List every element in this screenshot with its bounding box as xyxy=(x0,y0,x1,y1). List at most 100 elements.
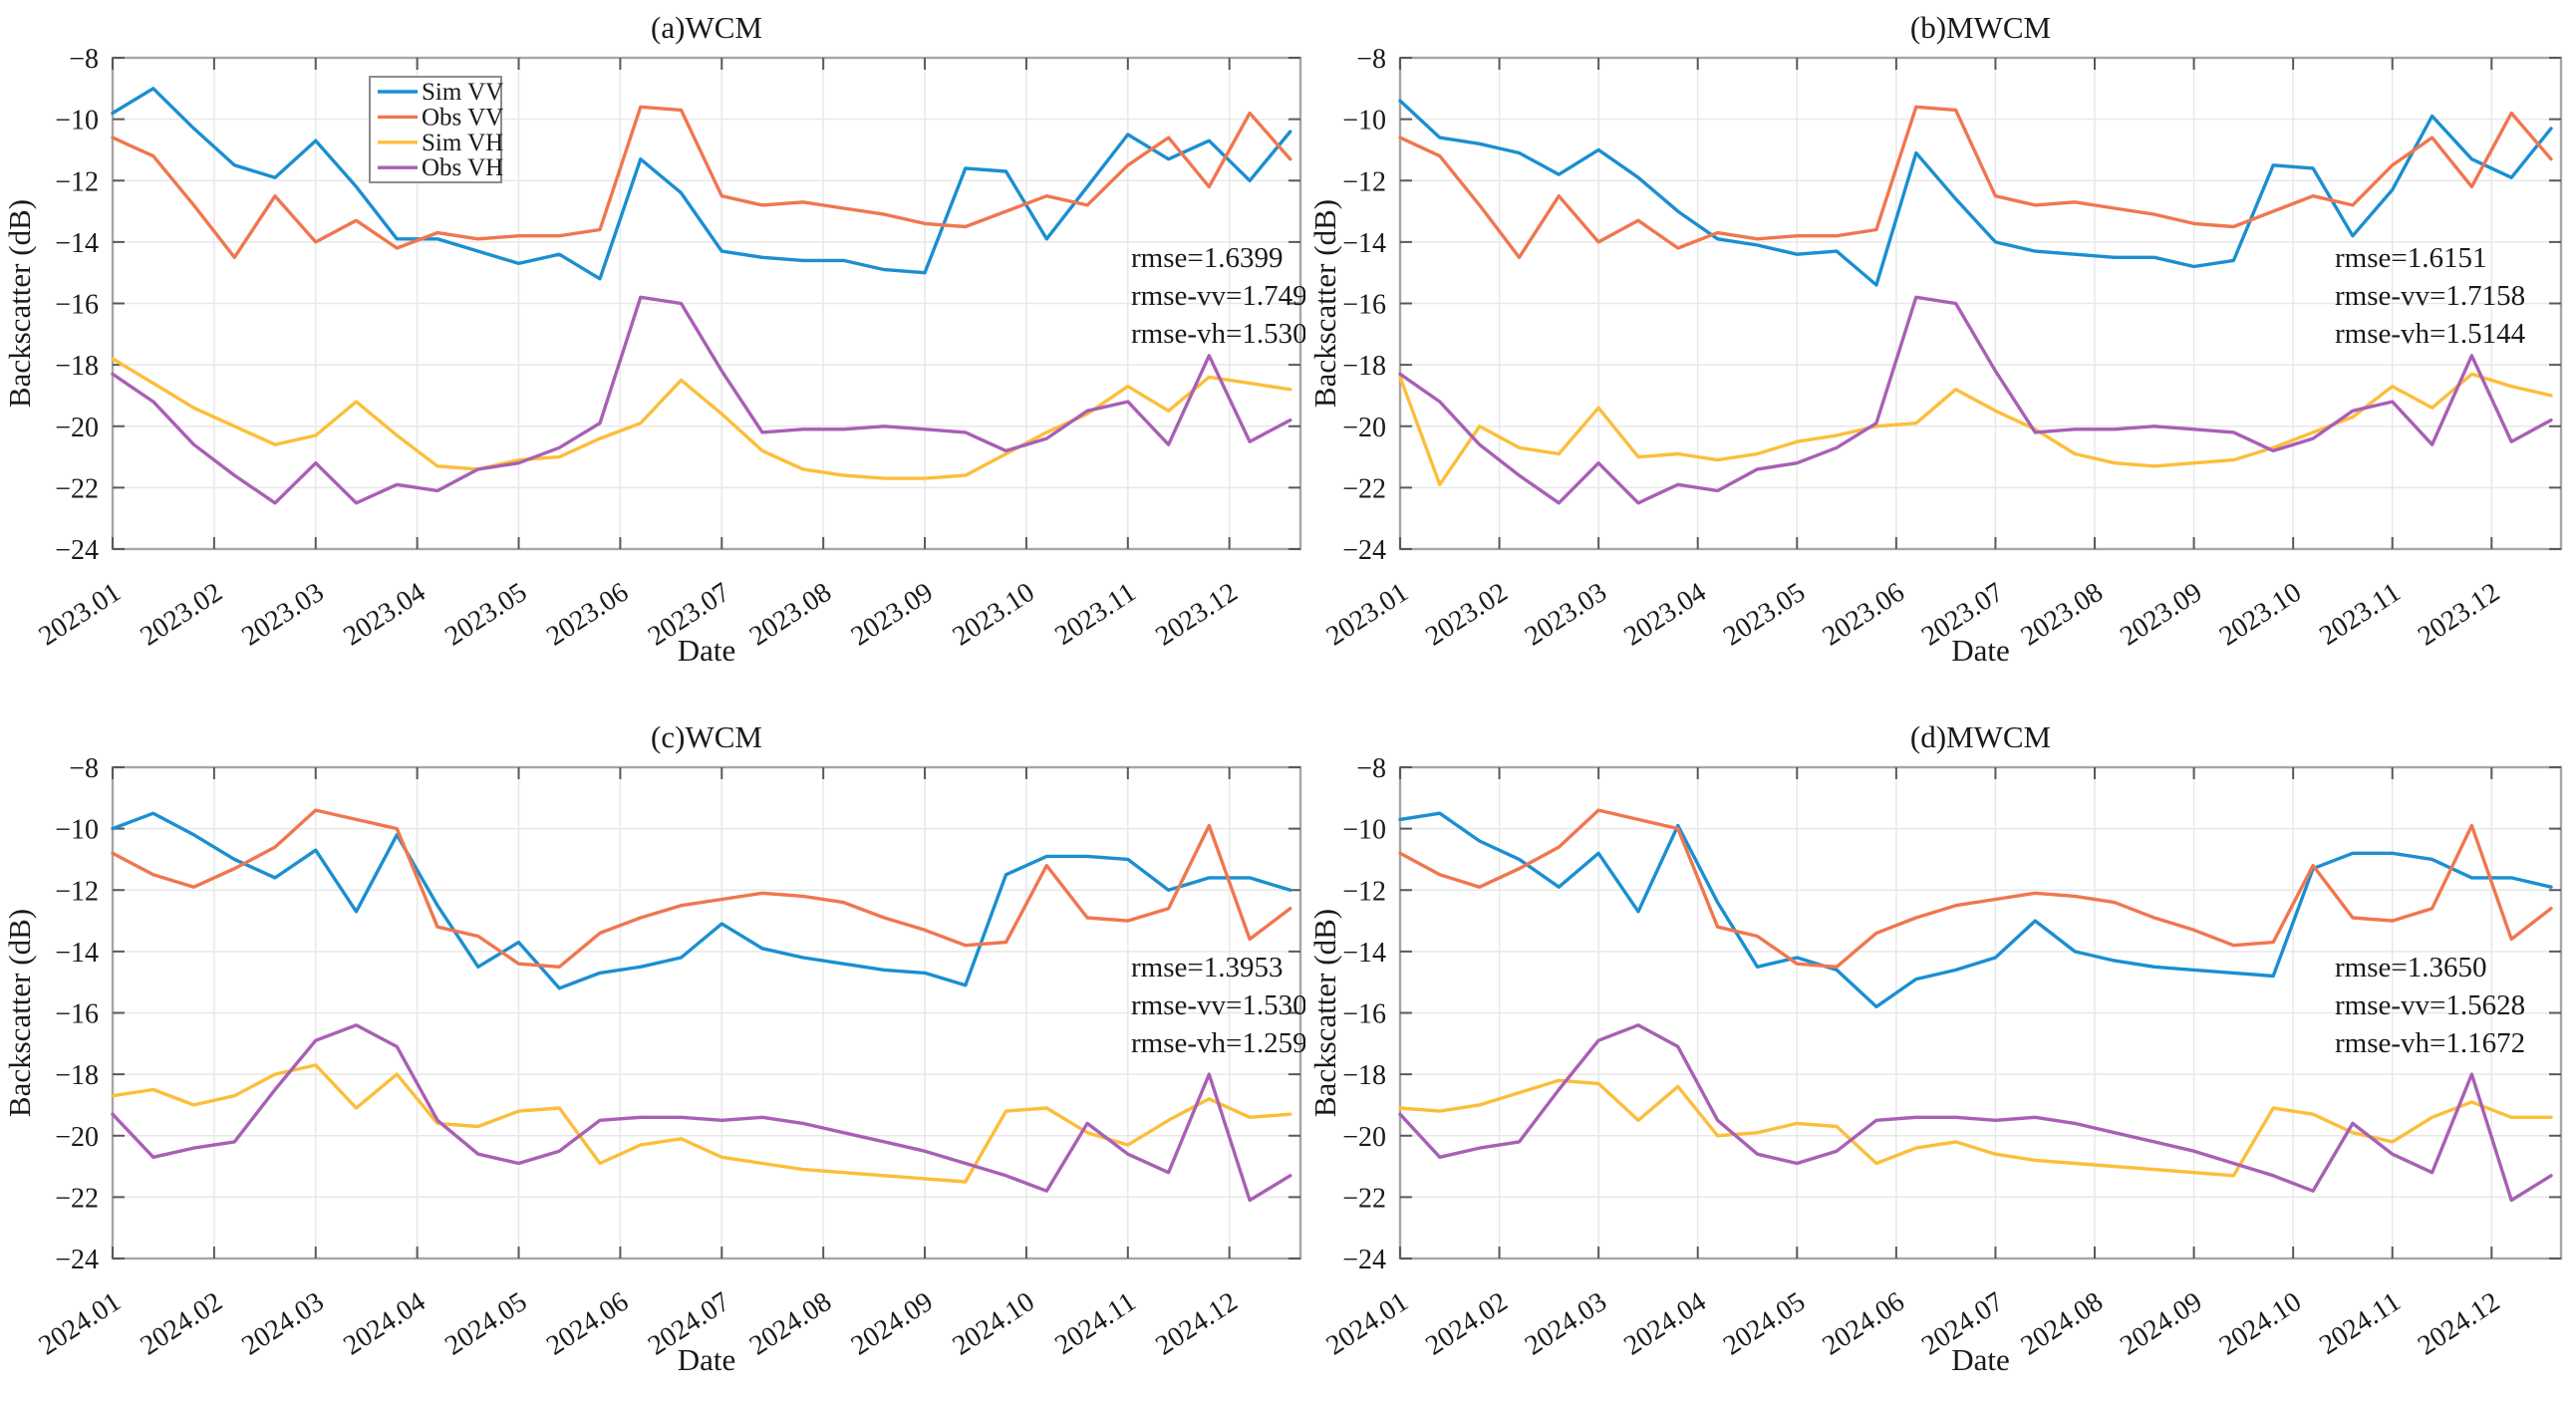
chart-panel-c-wcm-2024: 2024.01 2024.02 2024.03 2024.04 2024.05 2024.… xyxy=(2,719,1305,1377)
series-line-obs-vh xyxy=(111,1023,1292,1203)
y-tick-label: −20 xyxy=(1342,1122,1386,1153)
x-tick-label: 2024.10 xyxy=(948,1286,1040,1362)
series-line-obs-vv xyxy=(111,808,1292,969)
y-tick-label: −18 xyxy=(1342,351,1386,382)
y-tick-label: −12 xyxy=(1342,166,1386,197)
y-axis-label: Backscatter (dB) xyxy=(1307,909,1342,1117)
x-tick-label: 2023.08 xyxy=(744,577,837,653)
rmse-annotation: rmse-vh=1.5305 xyxy=(1131,318,1305,350)
x-tick-label: 2024.09 xyxy=(2115,1286,2207,1362)
y-tick-label: −10 xyxy=(55,815,99,846)
y-tick-label: −10 xyxy=(1342,106,1386,137)
y-tick-label: −10 xyxy=(1342,815,1386,846)
rmse-annotation: rmse-vv=1.5307 xyxy=(1131,989,1305,1021)
legend-label: Obs VV xyxy=(422,104,503,131)
chart-panel-a-wcm-2023: 2023.01 2023.02 2023.03 2023.04 2023.05 2023.… xyxy=(2,10,1305,668)
panel-title: (b)MWCM xyxy=(1910,10,2051,45)
y-tick-label: −18 xyxy=(1342,1060,1386,1091)
y-axis-label: Backscatter (dB) xyxy=(2,909,37,1117)
y-tick-label: −14 xyxy=(1342,938,1386,969)
x-tick-label: 2023.10 xyxy=(948,577,1040,653)
x-tick-label: 2024.08 xyxy=(744,1286,837,1362)
y-axis-label: Backscatter (dB) xyxy=(2,199,37,408)
x-tick-label: 2023.11 xyxy=(2314,577,2406,652)
x-tick-label: 2023.03 xyxy=(1520,577,1612,653)
x-axis-label: Date xyxy=(1951,633,2010,668)
series-line-sim-vv xyxy=(1398,811,2553,1008)
x-tick-label: 2024.04 xyxy=(338,1286,430,1362)
rmse-annotation: rmse=1.6151 xyxy=(2335,242,2486,274)
x-tick-label: 2024.02 xyxy=(1420,1286,1513,1362)
y-tick-label: −18 xyxy=(55,351,99,382)
rmse-annotation: rmse=1.3953 xyxy=(1131,952,1283,983)
series-line-obs-vh xyxy=(1398,1023,2553,1203)
x-tick-label: 2024.05 xyxy=(439,1286,532,1362)
legend-label: Obs VH xyxy=(422,154,503,181)
x-tick-label: 2023.06 xyxy=(1817,577,1909,653)
x-tick-label: 2024.12 xyxy=(2413,1286,2505,1362)
x-tick-label: 2023.01 xyxy=(1321,577,1414,653)
y-tick-label: −16 xyxy=(55,290,99,321)
series-line-obs-vv xyxy=(111,105,1292,259)
y-tick-label: −22 xyxy=(55,473,99,504)
rmse-annotation: rmse-vv=1.7492 xyxy=(1131,280,1305,312)
x-tick-label: 2023.10 xyxy=(2214,577,2307,653)
x-axis-label: Date xyxy=(1951,1342,2010,1377)
y-tick-label: −16 xyxy=(1342,999,1386,1030)
x-tick-label: 2023.08 xyxy=(2016,577,2109,653)
x-tick-label: 2024.03 xyxy=(1520,1286,1612,1362)
rmse-annotation: rmse-vv=1.5628 xyxy=(2335,989,2525,1021)
panel-title: (a)WCM xyxy=(651,10,762,45)
series-line-obs-vv xyxy=(1398,105,2553,259)
x-tick-label: 2023.04 xyxy=(1618,577,1711,653)
y-tick-label: −22 xyxy=(1342,1183,1386,1214)
y-tick-label: −20 xyxy=(1342,413,1386,443)
x-tick-label: 2023.12 xyxy=(2413,577,2505,653)
x-tick-label: 2023.11 xyxy=(1049,577,1141,652)
series-line-sim-vh xyxy=(1398,1078,2553,1178)
y-tick-label: −22 xyxy=(1342,473,1386,504)
y-tick-label: −14 xyxy=(1342,228,1386,259)
x-tick-label: 2024.06 xyxy=(1817,1286,1909,1362)
x-tick-label: 2024.09 xyxy=(846,1286,939,1362)
y-tick-label: −12 xyxy=(55,876,99,907)
x-tick-label: 2023.04 xyxy=(338,577,430,653)
x-tick-label: 2024.12 xyxy=(1150,1286,1243,1362)
y-tick-label: −14 xyxy=(55,228,99,259)
x-tick-label: 2023.09 xyxy=(846,577,939,653)
x-axis-label: Date xyxy=(678,1342,736,1377)
series-line-sim-vv xyxy=(1398,99,2553,287)
grid xyxy=(112,766,1300,1260)
rmse-annotation: rmse-vh=1.5144 xyxy=(2335,318,2526,350)
y-tick-label: −20 xyxy=(55,413,99,443)
y-tick-label: −22 xyxy=(55,1183,99,1214)
series-line-sim-vv xyxy=(111,811,1292,990)
x-tick-label: 2023.01 xyxy=(34,577,127,653)
axis-ticks xyxy=(112,57,1300,550)
y-tick-label: −8 xyxy=(69,44,99,75)
rmse-annotation: rmse-vv=1.7158 xyxy=(2335,280,2525,312)
axis-ticks xyxy=(1399,766,2561,1260)
x-tick-label: 2024.03 xyxy=(236,1286,329,1362)
rmse-annotation: rmse=1.3650 xyxy=(2335,952,2486,983)
x-tick-label: 2024.08 xyxy=(2016,1286,2109,1362)
x-tick-label: 2023.05 xyxy=(439,577,532,653)
x-axis-label: Date xyxy=(678,633,736,668)
panel-title: (c)WCM xyxy=(651,719,762,754)
rmse-annotation: rmse-vh=1.2599 xyxy=(1131,1027,1305,1059)
legend-label: Sim VV xyxy=(422,79,503,106)
x-tick-label: 2023.05 xyxy=(1718,577,1811,653)
series-line-obs-vh xyxy=(111,295,1292,505)
axis-ticks xyxy=(112,766,1300,1260)
x-tick-label: 2023.02 xyxy=(135,577,227,653)
y-tick-label: −24 xyxy=(1342,535,1386,566)
y-tick-label: −10 xyxy=(55,106,99,137)
x-tick-label: 2023.09 xyxy=(2115,577,2207,653)
series-line-sim-vh xyxy=(1398,372,2553,486)
y-tick-label: −24 xyxy=(1342,1245,1386,1275)
x-tick-label: 2024.01 xyxy=(34,1286,127,1362)
series-line-obs-vh xyxy=(1398,295,2553,505)
y-tick-label: −12 xyxy=(55,166,99,197)
